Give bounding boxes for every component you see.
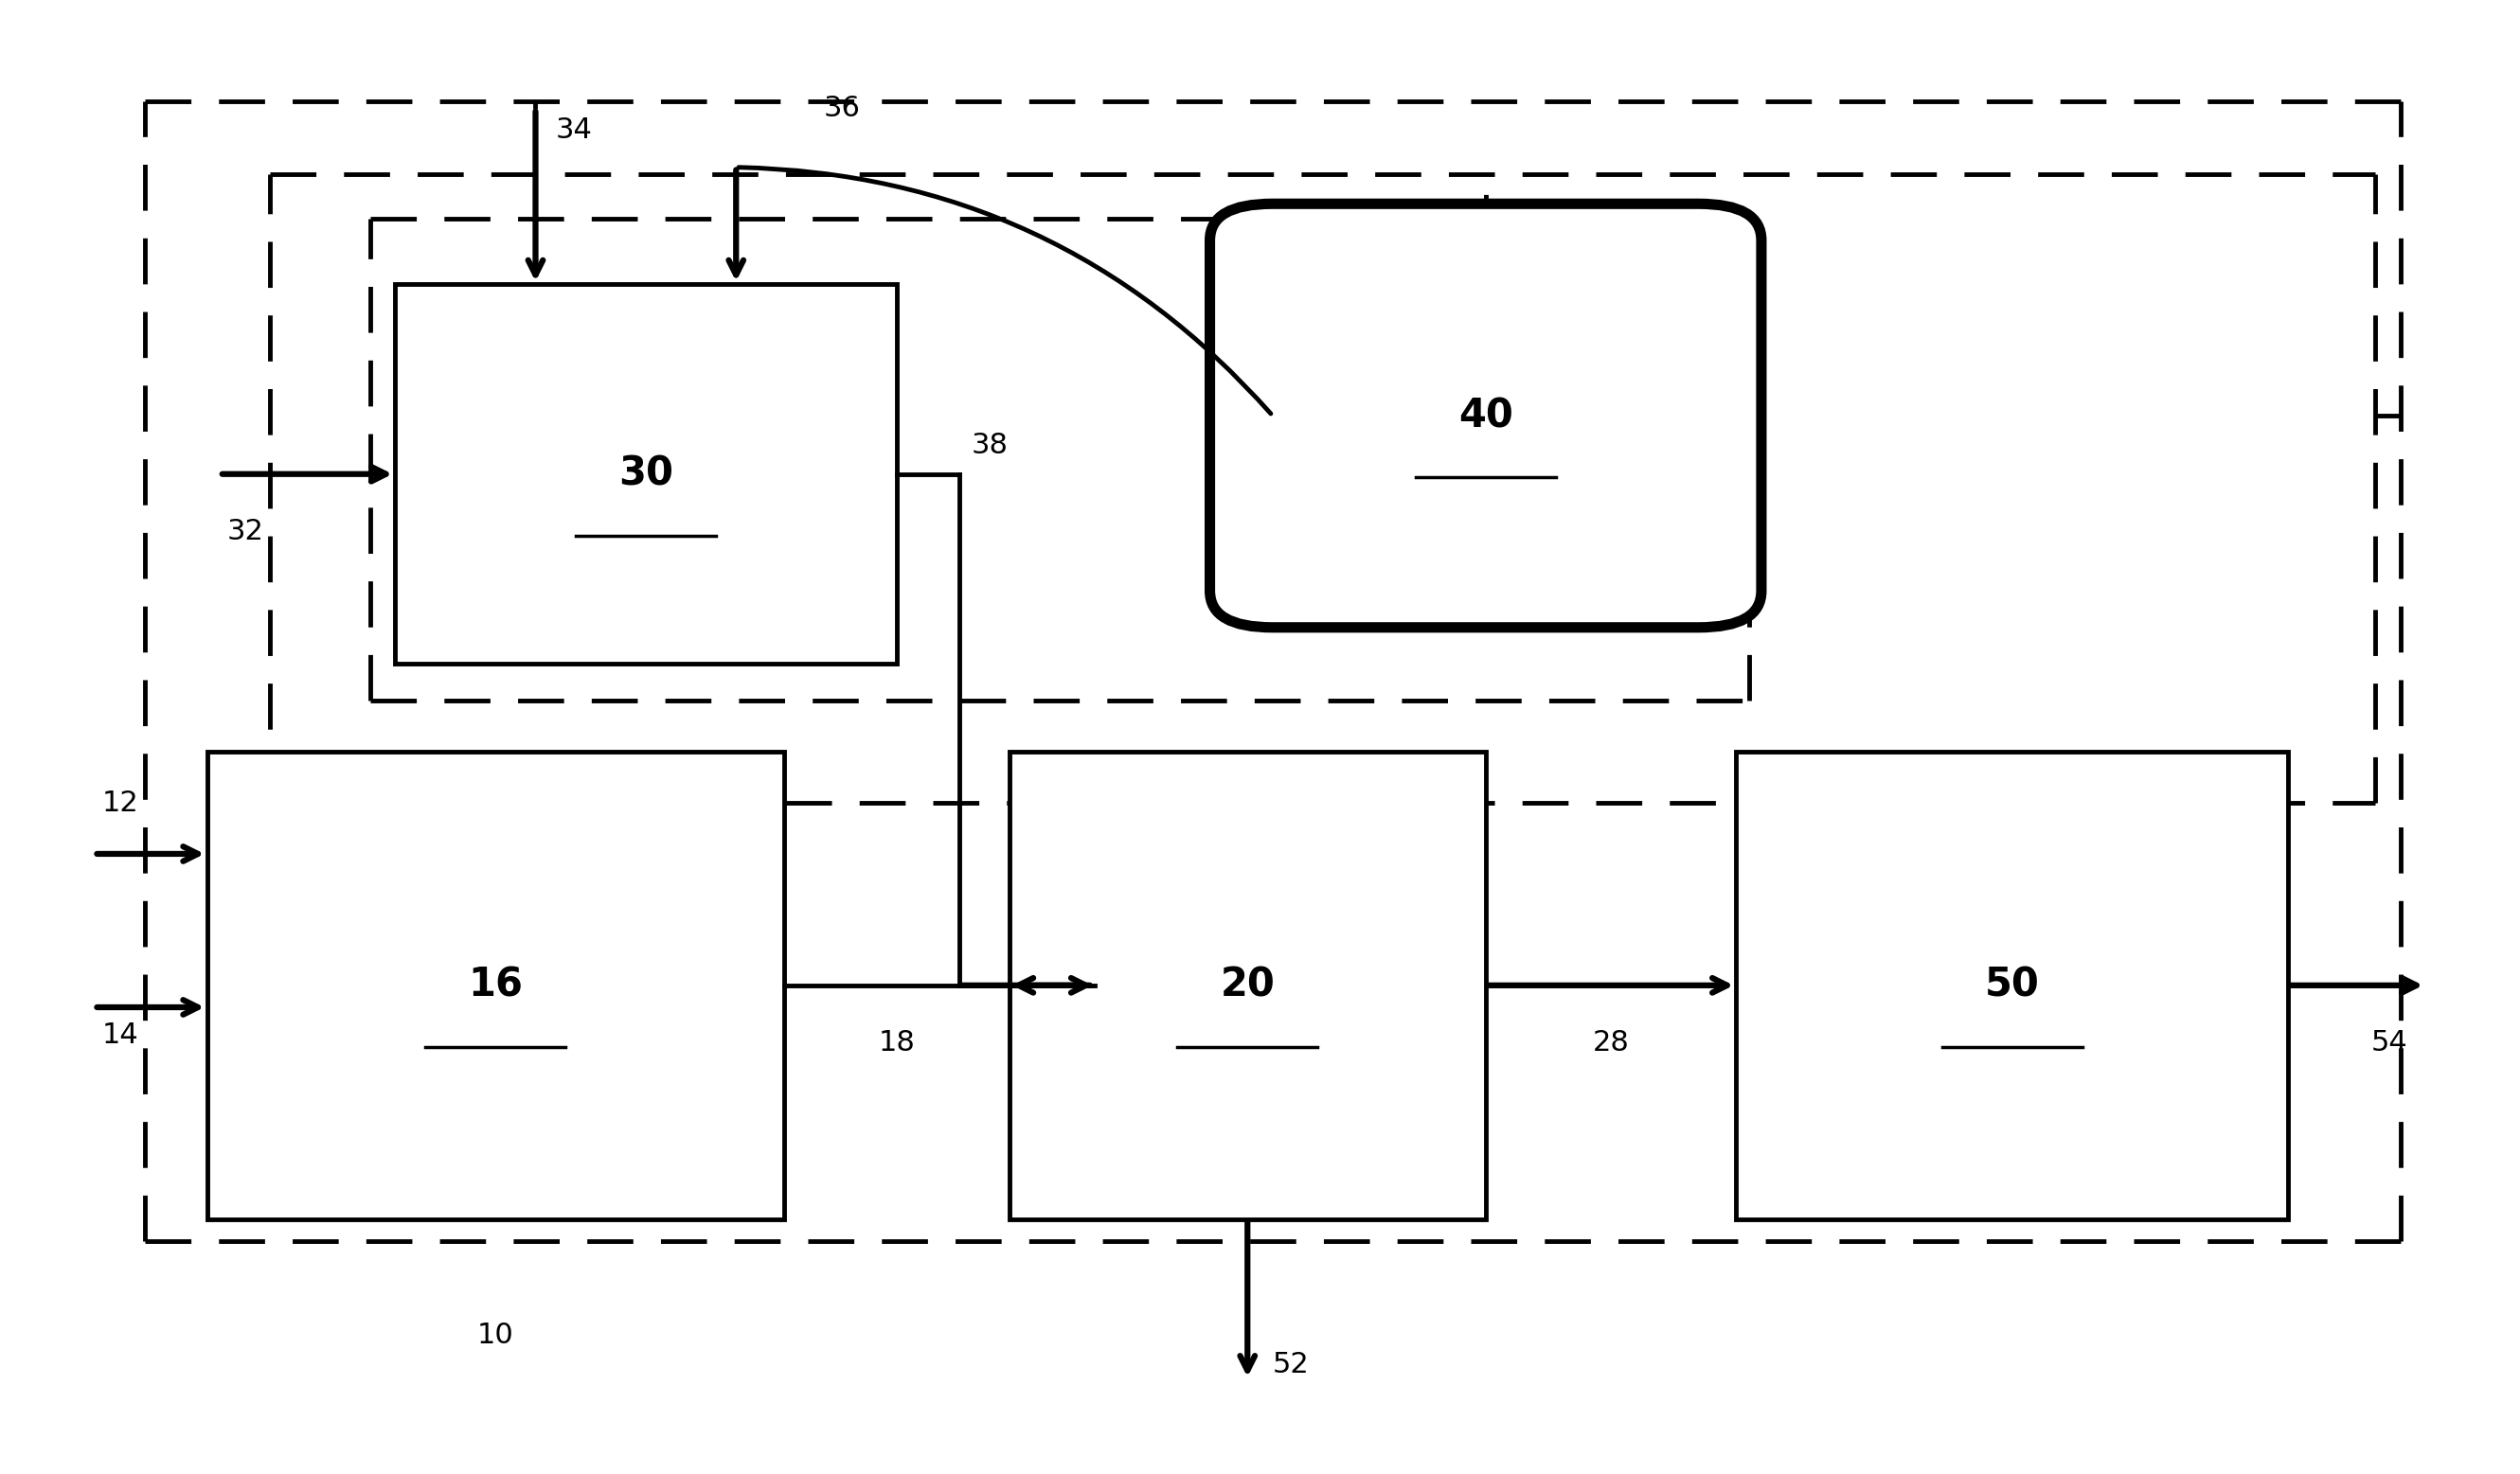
Text: 34: 34	[554, 116, 592, 143]
Bar	[207, 752, 784, 1219]
Bar	[1011, 752, 1487, 1219]
Bar	[1736, 752, 2288, 1219]
Text: 40: 40	[1459, 395, 1512, 435]
Bar	[396, 284, 897, 663]
Text: 12: 12	[101, 790, 139, 818]
Text: 50: 50	[1986, 965, 2039, 1005]
Text: 28: 28	[1593, 1029, 1630, 1057]
Text: 20: 20	[1220, 965, 1275, 1005]
Text: 14: 14	[101, 1021, 139, 1049]
Text: 16: 16	[469, 965, 522, 1005]
Text: 30: 30	[617, 454, 673, 494]
Text: 38: 38	[973, 432, 1008, 460]
Text: 18: 18	[877, 1029, 915, 1057]
Text: 32: 32	[227, 517, 265, 545]
Text: 36: 36	[824, 94, 862, 122]
Text: 54: 54	[2371, 1029, 2409, 1057]
FancyArrowPatch shape	[738, 168, 1270, 414]
Text: 52: 52	[1273, 1350, 1310, 1378]
FancyBboxPatch shape	[1210, 203, 1761, 628]
Text: 10: 10	[476, 1321, 514, 1349]
